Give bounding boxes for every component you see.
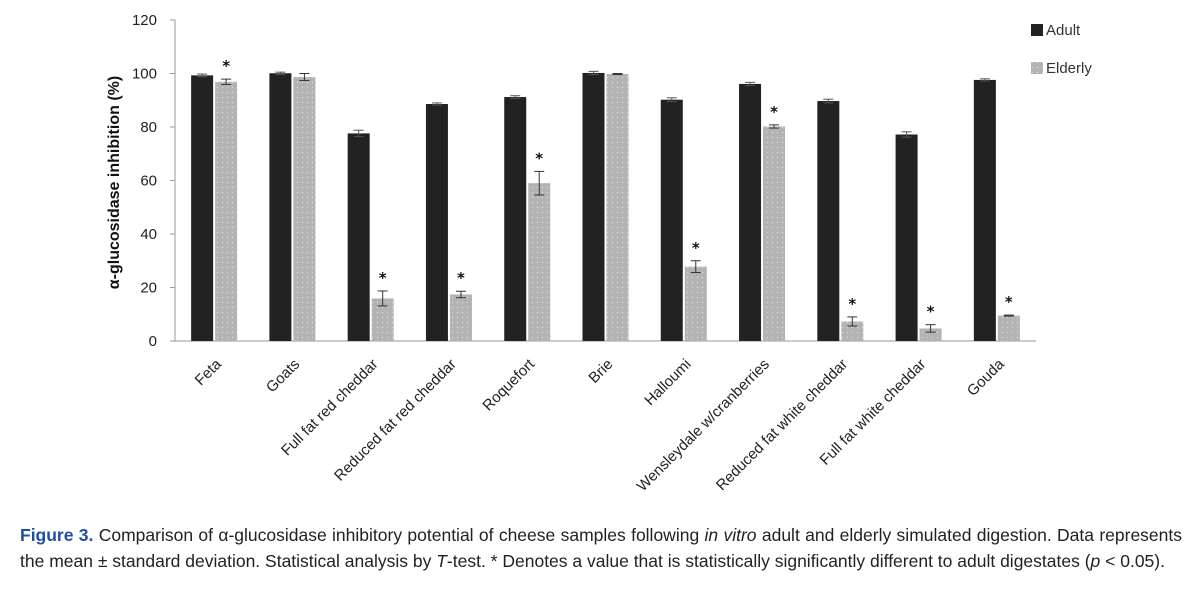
bar-adult (739, 83, 762, 342)
chart-axes: 0 20 40 60 80 100 120 α-glucosidase inhibition … (106, 12, 1036, 350)
bar-elderly (997, 315, 1020, 341)
y-tick-label: 0 (149, 333, 157, 350)
bar-adult (269, 73, 292, 342)
bar-elderly (293, 76, 316, 341)
significance-marker: * (848, 295, 856, 313)
caption-text-1: Comparison of α-glucosidase inhibitory p… (93, 525, 705, 545)
bar-chart: 0 20 40 60 80 100 120 α-glucosidase inhibition … (106, 12, 1092, 495)
bar-elderly (215, 81, 238, 341)
significance-marker: * (692, 239, 700, 257)
bar-elderly (841, 321, 864, 341)
bar-elderly (763, 126, 786, 341)
bar-elderly (371, 298, 394, 341)
x-category-label: Brie (585, 356, 616, 387)
significance-marker: * (222, 57, 230, 75)
y-tick-label: 40 (140, 226, 157, 243)
bar-elderly (528, 183, 551, 341)
x-category-label: Roquefort (479, 355, 538, 414)
bar-elderly (684, 266, 707, 341)
bar-adult (895, 134, 918, 341)
caption-text-4: < 0.05). (1100, 551, 1165, 571)
bar-adult (660, 99, 683, 341)
bar-elderly (919, 328, 942, 341)
legend-swatch-elderly (1031, 62, 1043, 74)
chart-bars (191, 70, 1020, 342)
caption-italic-p: p (1090, 551, 1101, 571)
caption-text-2: adult and elderly simulated digestion. D… (20, 525, 1182, 571)
bar-adult (504, 97, 527, 341)
bar-elderly (606, 74, 629, 341)
legend-label-adult: Adult (1046, 22, 1081, 39)
bar-elderly (449, 294, 472, 341)
x-category-label: Wensleydale w/cranberries (634, 356, 773, 495)
significance-marker: * (379, 269, 387, 287)
x-category-label: Reduced fat white cheddar (713, 356, 851, 494)
y-tick-label: 60 (140, 173, 157, 190)
x-category-label: Feta (192, 355, 226, 389)
significance-marker: * (770, 103, 778, 121)
x-category-label: Goats (263, 356, 303, 396)
y-tick-label: 80 (140, 119, 157, 136)
bar-adult (425, 103, 448, 342)
y-axis-title: α-glucosidase inhibition (%) (106, 76, 123, 289)
caption-italic-t: T (436, 551, 447, 571)
y-tick-label: 20 (140, 280, 157, 297)
bar-adult (191, 75, 214, 341)
significance-marker: * (927, 303, 935, 321)
significance-marker: * (457, 269, 465, 287)
figure-label: Figure 3. (20, 525, 94, 545)
bar-adult (347, 133, 370, 341)
legend-swatch-adult (1031, 24, 1043, 36)
x-category-label: Halloumi (641, 356, 694, 409)
bar-adult (582, 72, 605, 341)
y-tick-label: 120 (132, 12, 157, 29)
legend-label-elderly: Elderly (1046, 60, 1092, 77)
significance-marker: * (1005, 293, 1013, 311)
bar-adult (973, 79, 996, 342)
significance-marker: * (535, 149, 543, 167)
x-category-label: Gouda (964, 355, 1008, 399)
figure-caption: Figure 3. Comparison of α-glucosidase in… (20, 522, 1182, 574)
chart-legend: Adult Elderly (1031, 22, 1092, 77)
bar-adult (817, 101, 840, 342)
caption-italic-phrase: in vitro (704, 525, 757, 545)
y-tick-label: 100 (132, 66, 157, 83)
caption-text-3: -test. * Denotes a value that is statist… (446, 551, 1091, 571)
